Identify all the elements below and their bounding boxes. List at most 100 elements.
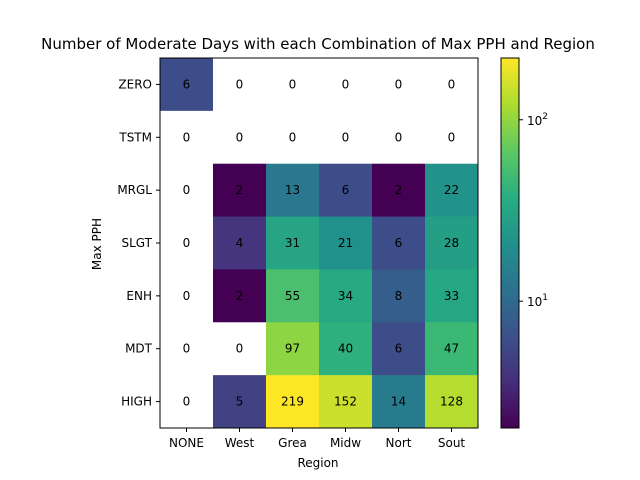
cell-value-label: 0 bbox=[183, 342, 191, 356]
colorbar bbox=[500, 57, 520, 429]
cell-value-label: 21 bbox=[338, 236, 353, 250]
cell-value-label: 6 bbox=[395, 236, 403, 250]
heatmap-cell-MDT-Grea bbox=[266, 322, 320, 376]
cell-value-label: 0 bbox=[183, 289, 191, 303]
cell-value-label: 2 bbox=[395, 183, 403, 197]
colorbar-tick-label: 101 bbox=[527, 293, 548, 309]
colorbar-ticks: 101 102 bbox=[519, 112, 548, 309]
cell-value-label: 6 bbox=[395, 342, 403, 356]
heatmap-cell-MRGL-Sout bbox=[425, 163, 479, 218]
cell-value-label: 22 bbox=[444, 183, 459, 197]
heatmap-cell-ZERO-Sout bbox=[425, 58, 479, 112]
cell-value-label: 0 bbox=[395, 130, 403, 144]
x-tick-label: Nort bbox=[386, 436, 412, 450]
y-tick-label: TSTM bbox=[118, 130, 152, 144]
heatmap-cell-ENH-Sout bbox=[425, 269, 479, 323]
heatmap-cell-TSTM-Sout bbox=[425, 110, 479, 165]
heatmap-cell-ZERO-Grea bbox=[266, 58, 320, 112]
cell-value-label: 4 bbox=[236, 236, 244, 250]
cell-value-label: 6 bbox=[342, 183, 350, 197]
cell-value-label: 0 bbox=[183, 395, 191, 409]
heatmap-cell-HIGH-Grea bbox=[266, 375, 320, 429]
heatmap-cell-labels: 6 0 0 0 0 00 0 0 0 0 00 2 13 6 2 220 4 31 21 6 280 2 55 34 8 330 0… bbox=[183, 77, 463, 408]
y-tick-label: SLGT bbox=[121, 236, 152, 250]
cell-value-label: 40 bbox=[338, 342, 353, 356]
heatmap-cell-ZERO-Midw bbox=[319, 58, 373, 112]
heatmap-cell-MDT-West bbox=[213, 322, 267, 376]
heatmap-cell-SLGT-Sout bbox=[425, 216, 479, 270]
heatmap-cell-ENH-Midw bbox=[319, 269, 373, 323]
heatmap-cell-ENH-Grea bbox=[266, 269, 320, 323]
heatmap-cell-SLGT-Grea bbox=[266, 216, 320, 270]
heatmap-cells bbox=[160, 58, 479, 429]
cell-value-label: 6 bbox=[183, 77, 191, 91]
heatmap-cell-HIGH-Nort bbox=[372, 375, 426, 429]
cell-value-label: 0 bbox=[342, 130, 350, 144]
heatmap-cell-HIGH-Sout bbox=[425, 375, 479, 429]
cell-value-label: 28 bbox=[444, 236, 459, 250]
cell-value-label: 33 bbox=[444, 289, 459, 303]
heatmap-cell-HIGH-Midw bbox=[319, 375, 373, 429]
cell-value-label: 128 bbox=[440, 395, 463, 409]
x-tick-label: Grea bbox=[278, 436, 307, 450]
x-tick-label: Midw bbox=[330, 436, 361, 450]
x-tick-label: Sout bbox=[438, 436, 466, 450]
y-tick-label: HIGH bbox=[121, 395, 152, 409]
colorbar-tick-label: 102 bbox=[527, 112, 548, 128]
heatmap-cell-MDT-Sout bbox=[425, 322, 479, 376]
heatmap-cell-MRGL-Midw bbox=[319, 163, 373, 218]
cell-value-label: 14 bbox=[391, 395, 406, 409]
heatmap-cell-SLGT-West bbox=[213, 216, 267, 270]
cell-value-label: 0 bbox=[236, 130, 244, 144]
heatmap-cell-SLGT-NONE bbox=[160, 216, 214, 270]
x-tick-label: West bbox=[225, 436, 255, 450]
cell-value-label: 0 bbox=[183, 236, 191, 250]
cell-value-label: 0 bbox=[395, 77, 403, 91]
heatmap-cell-TSTM-Midw bbox=[319, 110, 373, 165]
x-tick-label: NONE bbox=[169, 436, 204, 450]
cell-value-label: 219 bbox=[281, 395, 304, 409]
heatmap-cell-TSTM-NONE bbox=[160, 110, 214, 165]
cell-value-label: 0 bbox=[342, 77, 350, 91]
cell-value-label: 152 bbox=[334, 395, 357, 409]
heatmap-cell-ENH-NONE bbox=[160, 269, 214, 323]
heatmap-cell-MDT-Midw bbox=[319, 322, 373, 376]
cell-value-label: 97 bbox=[285, 342, 300, 356]
heatmap-cell-SLGT-Nort bbox=[372, 216, 426, 270]
cell-value-label: 31 bbox=[285, 236, 300, 250]
y-tick-label: MDT bbox=[125, 342, 153, 356]
y-axis-ticks: ZERO TSTM MRGL SLGT ENH MDT HIGH bbox=[117, 77, 160, 409]
chart-title: Number of Moderate Days with each Combin… bbox=[41, 35, 595, 53]
heatmap-cell-TSTM-West bbox=[213, 110, 267, 165]
heatmap-cell-ZERO-NONE bbox=[160, 58, 214, 112]
x-axis-label: Region bbox=[297, 456, 338, 470]
y-tick-label: ENH bbox=[126, 289, 152, 303]
heatmap-cell-ENH-West bbox=[213, 269, 267, 323]
heatmap-cell-TSTM-Grea bbox=[266, 110, 320, 165]
cell-value-label: 0 bbox=[448, 130, 456, 144]
cell-value-label: 5 bbox=[236, 395, 244, 409]
cell-value-label: 0 bbox=[183, 130, 191, 144]
cell-value-label: 0 bbox=[289, 77, 297, 91]
cell-value-label: 2 bbox=[236, 183, 244, 197]
heatmap-cell-ENH-Nort bbox=[372, 269, 426, 323]
heatmap-cell-SLGT-Midw bbox=[319, 216, 373, 270]
heatmap-cell-HIGH-NONE bbox=[160, 375, 214, 429]
heatmap-cell-TSTM-Nort bbox=[372, 110, 426, 165]
cell-value-label: 47 bbox=[444, 342, 459, 356]
y-tick-label: MRGL bbox=[117, 183, 152, 197]
cell-value-label: 0 bbox=[289, 130, 297, 144]
y-axis-label: Max PPH bbox=[90, 218, 104, 270]
heatmap-cell-MDT-Nort bbox=[372, 322, 426, 376]
cell-value-label: 34 bbox=[338, 289, 353, 303]
x-axis-ticks: NONE West Grea Midw Nort Sout bbox=[169, 427, 466, 450]
heatmap-cell-MRGL-Nort bbox=[372, 163, 426, 218]
cell-value-label: 55 bbox=[285, 289, 300, 303]
y-tick-label: ZERO bbox=[118, 77, 152, 91]
cell-value-label: 13 bbox=[285, 183, 300, 197]
heatmap-cell-MRGL-West bbox=[213, 163, 267, 218]
cell-value-label: 2 bbox=[236, 289, 244, 303]
heatmap-cell-ZERO-Nort bbox=[372, 58, 426, 112]
cell-value-label: 0 bbox=[236, 77, 244, 91]
